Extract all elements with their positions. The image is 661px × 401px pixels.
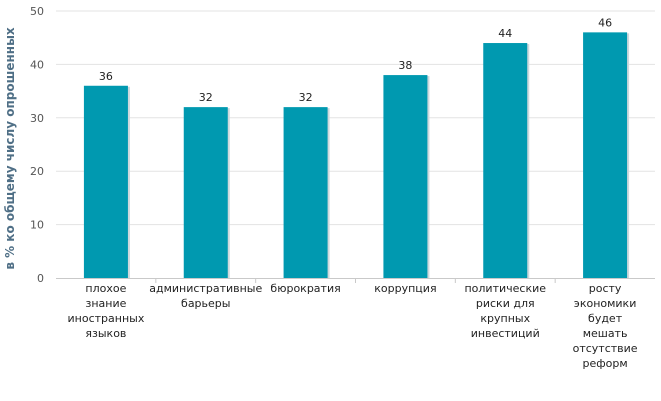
y-tick-label: 0 — [37, 272, 44, 285]
bar — [383, 75, 428, 278]
y-axis-ticks: 0 10 20 30 40 50 — [30, 5, 44, 285]
bar — [83, 85, 128, 278]
x-category-label: плохое знание иностранных языков — [68, 282, 145, 340]
y-tick-label: 10 — [30, 219, 44, 232]
data-label: 44 — [498, 27, 512, 40]
y-tick-label: 40 — [30, 58, 44, 71]
gridlines — [56, 10, 655, 226]
bar — [583, 32, 628, 278]
data-labels: 36 32 32 38 44 46 — [99, 16, 612, 104]
data-label: 32 — [199, 91, 213, 104]
bar — [483, 43, 528, 278]
x-category-label: росту экономики будет мешать отсутствие рефор… — [573, 282, 638, 370]
x-category-label: коррупция — [374, 282, 436, 295]
x-axis-labels: плохое знание иностранных языковадминистрат… — [68, 278, 638, 370]
data-label: 46 — [598, 16, 612, 29]
data-label: 32 — [299, 91, 313, 104]
bar — [283, 107, 328, 279]
y-tick-label: 50 — [30, 5, 44, 18]
x-category-label: бюрократия — [270, 282, 340, 295]
bar — [183, 107, 228, 279]
bars — [83, 32, 630, 279]
x-category-label: политические риски для крупных инвестиций — [464, 282, 546, 340]
x-category-label: административные барьеры — [149, 282, 262, 310]
y-axis-title: в % ко общему числу опрошенных — [3, 27, 17, 270]
y-tick-label: 30 — [30, 112, 44, 125]
data-label: 36 — [99, 70, 113, 83]
y-tick-label: 20 — [30, 165, 44, 178]
data-label: 38 — [398, 59, 412, 72]
